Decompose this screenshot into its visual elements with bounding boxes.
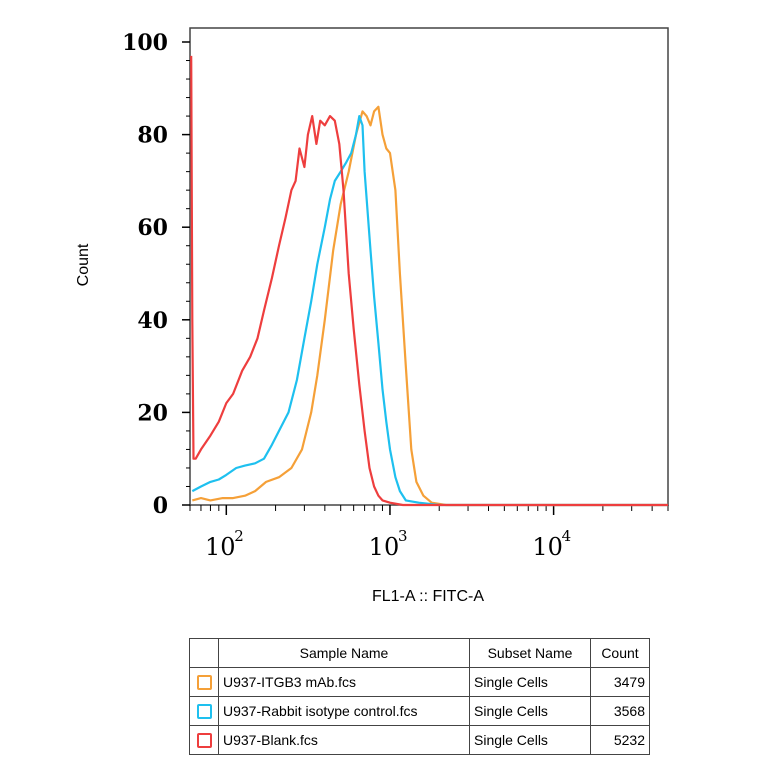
sample-legend-table: Sample Name Subset Name Count U937-ITGB3… [189, 638, 650, 755]
x-tick-exponent: 4 [562, 527, 572, 545]
x-tick-label: 10 [205, 533, 236, 561]
x-tick-label: 10 [532, 533, 563, 561]
y-tick-label: 40 [137, 308, 168, 334]
series-line [191, 115, 668, 507]
legend-count: 5232 [590, 725, 650, 755]
plot-frame [189, 27, 669, 506]
legend-row: U937-Blank.fcs Single Cells 5232 [189, 725, 650, 755]
y-axis: 0 20 40 60 80 100 [122, 30, 190, 519]
y-tick-label: 20 [137, 400, 168, 426]
legend-sample-name: U937-Blank.fcs [218, 725, 470, 755]
legend-swatch-cell [189, 667, 219, 697]
legend-header-row: Sample Name Subset Name Count [189, 638, 650, 668]
x-tick-label: 10 [369, 533, 400, 561]
legend-swatch-cell [189, 696, 219, 726]
x-axis-label: FL1-A :: FITC-A [372, 588, 484, 605]
legend-count: 3479 [590, 667, 650, 697]
legend-header-swatch [189, 638, 219, 668]
y-axis-label: Count [75, 243, 92, 286]
y-tick-label: 60 [137, 215, 168, 241]
legend-header-subset: Subset Name [469, 638, 591, 668]
series-layer [190, 55, 668, 507]
x-tick-exponent: 2 [234, 527, 244, 545]
legend-swatch-icon [196, 733, 212, 749]
y-tick-label: 80 [137, 123, 168, 149]
y-tick-label: 100 [122, 30, 168, 56]
legend-header-sample: Sample Name [218, 638, 470, 668]
legend-sample-name: U937-Rabbit isotype control.fcs [218, 696, 470, 726]
legend-row: U937-Rabbit isotype control.fcs Single C… [189, 696, 650, 726]
legend-sample-name: U937-ITGB3 mAb.fcs [218, 667, 470, 697]
x-axis: 102 103 104 [189, 505, 669, 561]
legend-swatch-icon [196, 704, 212, 720]
legend-subset-name: Single Cells [469, 696, 591, 726]
legend-row: U937-ITGB3 mAb.fcs Single Cells 3479 [189, 667, 650, 697]
x-tick-exponent: 3 [398, 527, 408, 545]
legend-swatch-icon [196, 675, 212, 691]
legend-header-count: Count [590, 638, 650, 668]
y-tick-label: 0 [153, 493, 168, 519]
legend-subset-name: Single Cells [469, 725, 591, 755]
legend-swatch-cell [189, 725, 219, 755]
legend-count: 3568 [590, 696, 650, 726]
legend-subset-name: Single Cells [469, 667, 591, 697]
series-line [190, 55, 668, 507]
series-line [192, 105, 668, 507]
